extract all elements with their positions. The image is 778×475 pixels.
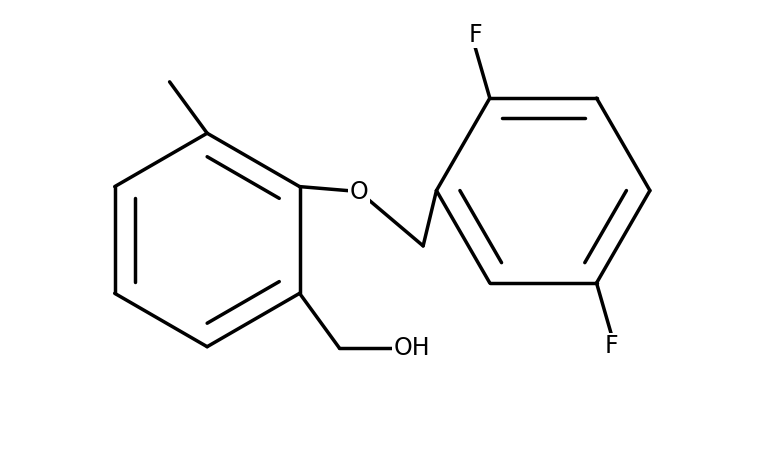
- Text: O: O: [349, 180, 368, 204]
- Text: F: F: [605, 334, 619, 358]
- Text: OH: OH: [394, 336, 430, 360]
- Text: F: F: [468, 23, 482, 47]
